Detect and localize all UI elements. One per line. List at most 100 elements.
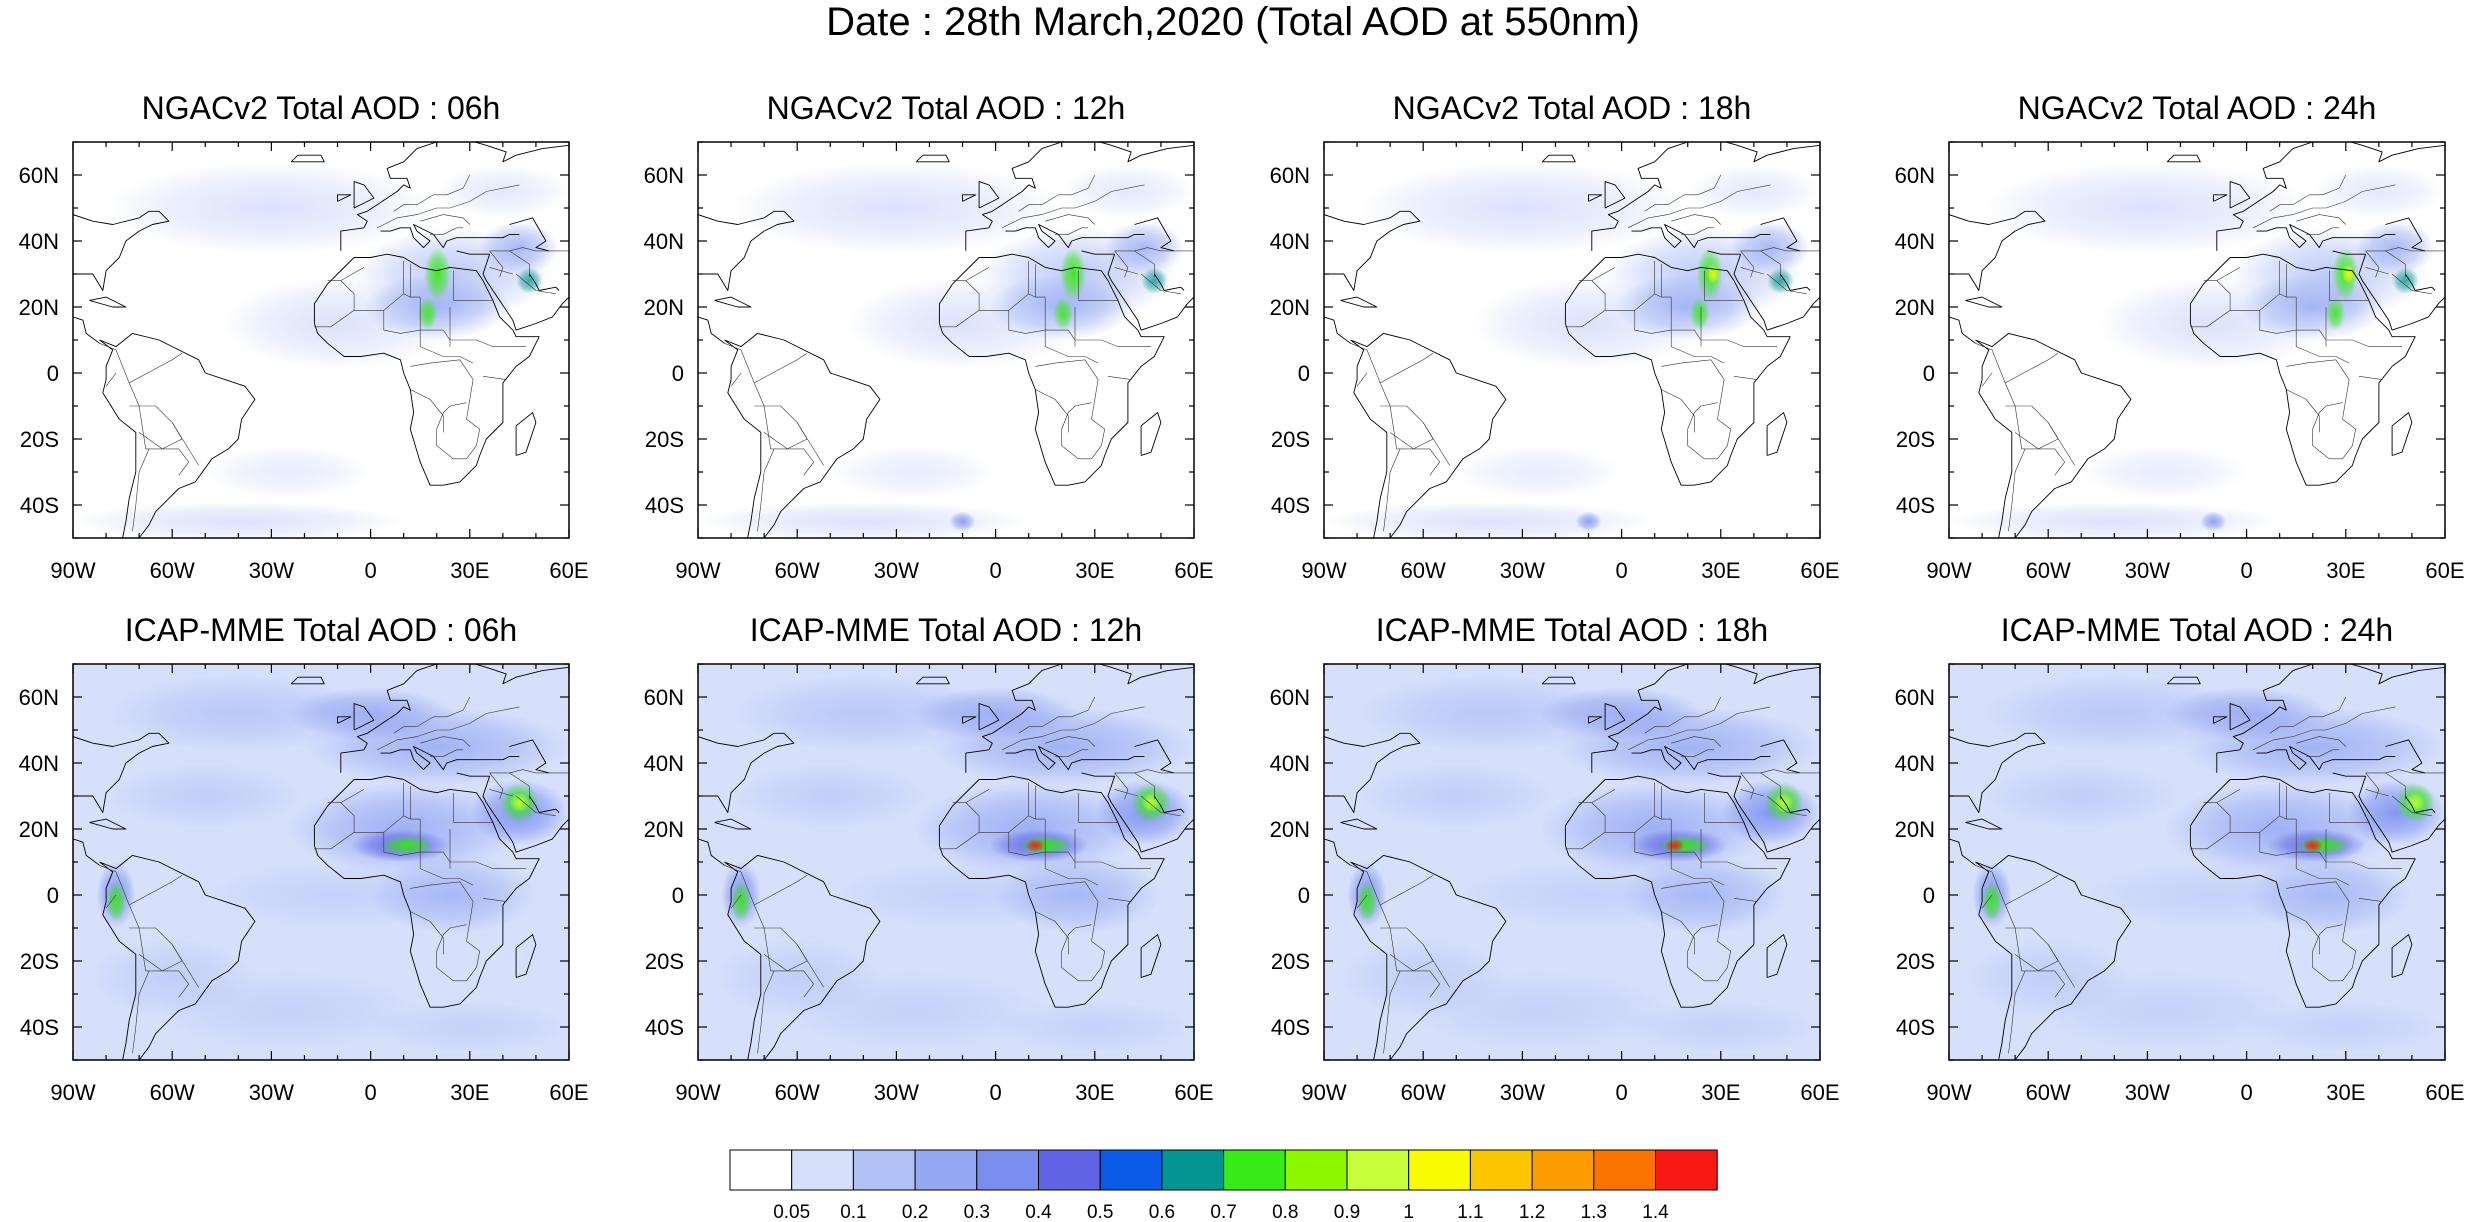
- lat-tick-label: 0: [672, 883, 684, 908]
- country-borders: [99, 696, 569, 1054]
- aod-field: [1767, 267, 1794, 294]
- aod-field: [995, 1000, 1194, 1054]
- country-borders: [724, 174, 1194, 532]
- aod-field: [1687, 165, 1820, 218]
- aod-field: [205, 445, 371, 499]
- aod-field: [1730, 221, 1811, 274]
- lon-tick-label: 30W: [249, 1080, 294, 1105]
- lon-tick-label: 0: [364, 1080, 376, 1105]
- lat-tick-label: 0: [1923, 883, 1935, 908]
- lon-tick-label: 30E: [1075, 558, 1114, 583]
- lon-tick-label: 0: [2240, 558, 2252, 583]
- aod-field: [2355, 221, 2436, 274]
- lat-tick-label: 20N: [19, 295, 59, 320]
- colorbar-label: 0.1: [840, 1202, 866, 1222]
- lat-tick-label: 20S: [1271, 949, 1310, 974]
- lat-tick-label: 40N: [644, 751, 684, 776]
- colorbar-label: 1.3: [1581, 1202, 1607, 1222]
- colorbar-swatch: [914, 1149, 978, 1191]
- lon-tick-label: 60W: [1401, 1080, 1446, 1105]
- map-plot: 90W 60W 30W 0 30E 60E 60N 40N 20N 0 20S 40S: [644, 663, 1214, 1105]
- aod-field: [2341, 264, 2356, 284]
- aod-field: [1706, 264, 1720, 284]
- colorbar-swatch: [1593, 1149, 1656, 1191]
- coastlines: [1324, 664, 1820, 1060]
- panel-title: NGACv2 Total AOD : 24h: [2017, 90, 2377, 126]
- axis-ticks: [72, 141, 570, 539]
- aod-field: [1406, 970, 1672, 1051]
- lon-tick-label: 30W: [2125, 1080, 2170, 1105]
- aod-field: [287, 782, 520, 876]
- axis-ticks: [72, 663, 570, 1061]
- lon-tick-label: 0: [364, 558, 376, 583]
- lat-tick-label: 40N: [1270, 229, 1310, 254]
- colorbar-swatch: [1531, 1149, 1595, 1191]
- aod-field: [2312, 165, 2445, 218]
- coastlines: [1949, 664, 2445, 1060]
- lon-tick-label: 60E: [1174, 558, 1213, 583]
- lat-tick-label: 20S: [1271, 427, 1310, 452]
- aod-field: [417, 297, 438, 331]
- aod-field: [370, 855, 536, 935]
- aod-field: [363, 274, 510, 340]
- lon-tick-label: 30W: [249, 558, 294, 583]
- aod-field-layer: [1949, 142, 2445, 538]
- axis-ticks: [1323, 141, 1821, 539]
- lon-tick-label: 60E: [2425, 558, 2464, 583]
- lon-tick-label: 30E: [1075, 1080, 1114, 1105]
- lon-tick-label: 60W: [2026, 1080, 2071, 1105]
- aod-field-layer: [73, 142, 569, 538]
- aod-field: [2302, 838, 2323, 853]
- country-borders: [1350, 174, 1820, 532]
- aod-field: [2405, 792, 2426, 813]
- colorbar-swatch: [1038, 1149, 1101, 1191]
- lat-tick-label: 40S: [1271, 493, 1310, 518]
- lon-tick-label: 30E: [450, 558, 489, 583]
- colorbar-swatch: [1161, 1149, 1225, 1191]
- aod-field: [912, 782, 1145, 876]
- lat-tick-label: 60N: [1895, 685, 1935, 710]
- lat-tick-label: 60N: [1270, 163, 1310, 188]
- lon-tick-label: 90W: [50, 1080, 95, 1105]
- lat-tick-label: 20N: [1270, 817, 1310, 842]
- colorbar-swatch: [1655, 1149, 1718, 1191]
- lat-tick-label: 40N: [1895, 751, 1935, 776]
- aod-field-layer: [1324, 664, 1820, 1060]
- lat-tick-label: 20S: [20, 949, 59, 974]
- map-plot: 90W 60W 30W 0 30E 60E 60N 40N 20N 0 20S 40S: [1270, 141, 1840, 583]
- aod-field: [509, 792, 530, 813]
- lon-tick-label: 90W: [675, 1080, 720, 1105]
- colorbar-swatch: [1223, 1149, 1286, 1191]
- aod-field: [1357, 673, 1622, 754]
- colorbar-label: 1: [1403, 1202, 1414, 1222]
- lat-tick-label: 60N: [19, 685, 59, 710]
- aod-field: [1621, 1000, 1820, 1054]
- country-borders: [1975, 174, 2445, 532]
- lat-tick-label: 0: [47, 361, 59, 386]
- aod-field: [731, 763, 930, 829]
- aod-field: [2081, 445, 2247, 499]
- map-plot: 90W 60W 30W 0 30E 60E 60N 40N 20N 0 20S 40S: [19, 663, 589, 1105]
- colorbar-label: 0.5: [1087, 1202, 1113, 1222]
- colorbar-swatch: [976, 1149, 1040, 1191]
- aod-field: [2246, 1000, 2445, 1054]
- coastlines: [698, 142, 1194, 538]
- aod-field: [1069, 264, 1083, 284]
- lon-tick-label: 0: [2240, 1080, 2252, 1105]
- aod-field-layer: [1324, 142, 1820, 538]
- aod-field: [1982, 673, 2247, 754]
- axis-ticks: [697, 141, 1195, 539]
- lat-tick-label: 20N: [1895, 817, 1935, 842]
- lat-tick-label: 0: [1298, 361, 1310, 386]
- panel-title: NGACv2 Total AOD : 18h: [1392, 90, 1752, 126]
- aod-field-layer: [698, 142, 1194, 538]
- lon-tick-label: 30E: [1701, 1080, 1740, 1105]
- lat-tick-label: 60N: [644, 685, 684, 710]
- colorbar-swatch: [1346, 1149, 1410, 1191]
- aod-field: [731, 673, 996, 754]
- aod-field: [1357, 881, 1377, 922]
- lat-tick-label: 40S: [1896, 1015, 1935, 1040]
- country-borders: [1975, 696, 2445, 1054]
- lon-tick-label: 60E: [1800, 1080, 1839, 1105]
- aod-field: [2325, 297, 2346, 331]
